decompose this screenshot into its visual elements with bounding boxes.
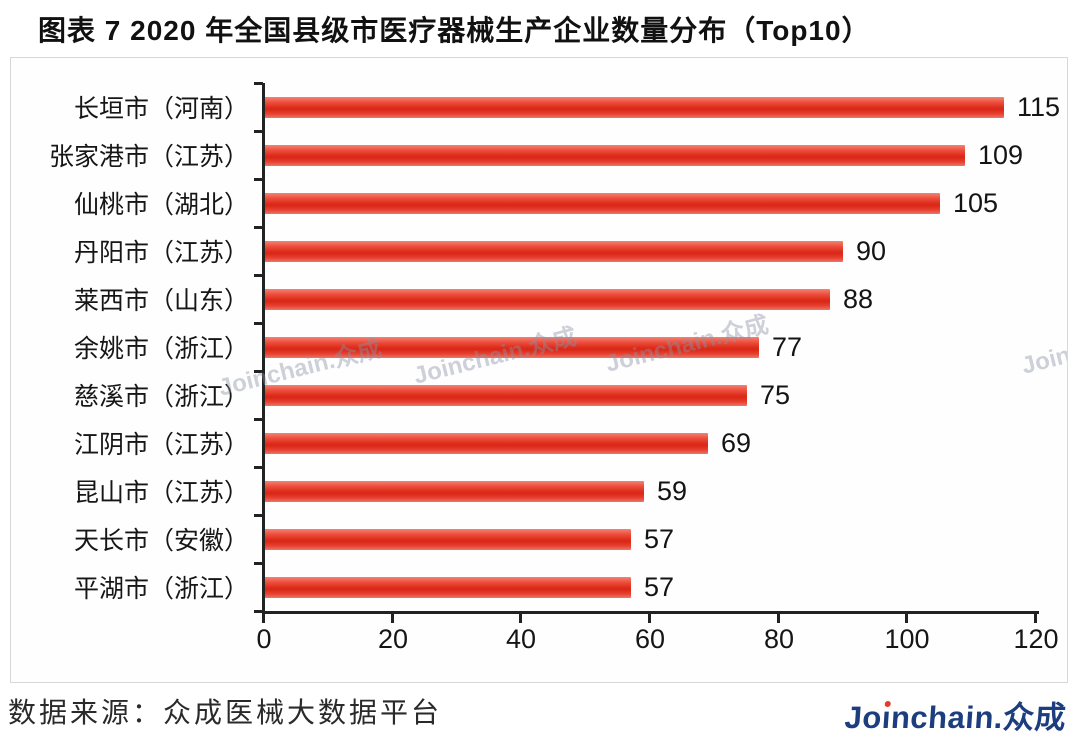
x-tick-label: 20 [377, 624, 409, 654]
y-axis-tick [254, 370, 263, 373]
y-axis-tick [254, 178, 263, 181]
bar-area: 109 [264, 140, 1067, 171]
logo-text-cn: 众成 [1001, 700, 1068, 735]
logo-text-mid: nchain [889, 700, 995, 735]
y-axis-tick [254, 322, 263, 325]
value-label: 88 [843, 283, 874, 314]
bar [264, 288, 830, 310]
x-axis-tick [391, 614, 394, 623]
value-label: 57 [644, 523, 675, 554]
bar [264, 384, 747, 406]
y-axis-tick [254, 274, 263, 277]
bar-area: 57 [264, 524, 1067, 555]
y-axis-tick [254, 514, 263, 517]
bar [264, 480, 644, 502]
x-axis-tick [519, 614, 522, 623]
x-tick-label: 40 [505, 624, 537, 654]
value-label: 115 [1017, 91, 1061, 122]
bar [264, 576, 631, 598]
category-label: 余姚市（浙江） [73, 335, 249, 363]
value-label: 90 [856, 235, 887, 266]
bar [264, 528, 631, 550]
category-label: 张家港市（江苏） [48, 143, 249, 171]
bar-row: 天长市（安徽） 57 [11, 515, 1067, 563]
bar-row: 江阴市（江苏） 69 [11, 419, 1067, 467]
y-axis-tick [254, 466, 263, 469]
bar-area: 115 [264, 92, 1067, 123]
value-label: 57 [644, 571, 675, 602]
bar-area: 59 [264, 476, 1067, 507]
x-tick-label: 120 [1013, 624, 1059, 654]
joinchain-logo: Joınchain.众成 [843, 692, 1067, 736]
bars-container: 长垣市（河南） 115 张家港市（江苏） 109 仙桃市（湖北） 105 丹阳市（江苏） 90… [11, 83, 1067, 611]
source-caption: 数据来源：众成医械大数据平台 [8, 696, 443, 729]
page-title: 图表 7 2020 年全国县级市医疗器械生产企业数量分布（Top10） [38, 15, 871, 46]
value-label: 59 [657, 475, 688, 506]
y-axis-tick [254, 130, 263, 133]
y-axis-line [262, 83, 265, 614]
category-label: 昆山市（江苏） [73, 479, 249, 507]
x-tick-label: 60 [634, 624, 666, 654]
bar-area: 105 [264, 188, 1067, 219]
bar-row: 张家港市（江苏） 109 [11, 131, 1067, 179]
bar-area: 77 [264, 332, 1067, 363]
bar-area: 90 [264, 236, 1067, 267]
category-label: 长垣市（河南） [73, 95, 249, 123]
category-label: 莱西市（山东） [73, 287, 249, 315]
category-label: 慈溪市（浙江） [73, 383, 249, 411]
bar [264, 432, 708, 454]
x-axis-tick [777, 614, 780, 623]
x-axis-tick [905, 614, 908, 623]
chart-frame: 长垣市（河南） 115 张家港市（江苏） 109 仙桃市（湖北） 105 丹阳市（江苏） 90… [10, 57, 1068, 683]
x-axis-line [262, 611, 1039, 614]
x-tick-label: 80 [763, 624, 795, 654]
bar-row: 慈溪市（浙江） 75 [11, 371, 1067, 419]
category-label: 丹阳市（江苏） [73, 239, 249, 267]
bar [264, 144, 965, 166]
x-axis-tick [1034, 614, 1037, 623]
value-label: 69 [721, 427, 752, 458]
value-label: 75 [760, 379, 791, 410]
value-label: 105 [953, 187, 999, 218]
bar-row: 昆山市（江苏） 59 [11, 467, 1067, 515]
category-label: 江阴市（江苏） [73, 431, 249, 459]
x-axis-tick [648, 614, 651, 623]
category-label: 平湖市（浙江） [73, 575, 249, 603]
bar-area: 88 [264, 284, 1067, 315]
x-tick-label: 0 [256, 624, 272, 654]
value-label: 77 [772, 331, 803, 362]
value-label: 109 [978, 139, 1024, 170]
x-tick-label: 100 [884, 624, 930, 654]
y-axis-tick [254, 226, 263, 229]
y-axis-tick [254, 610, 263, 613]
x-axis-tick [262, 614, 265, 623]
bar-row: 仙桃市（湖北） 105 [11, 179, 1067, 227]
bar [264, 96, 1004, 118]
y-axis-tick [254, 82, 263, 85]
bar [264, 336, 759, 358]
bar-row: 余姚市（浙江） 77 [11, 323, 1067, 371]
y-axis-tick [254, 562, 263, 565]
bar-row: 长垣市（河南） 115 [11, 83, 1067, 131]
bar-area: 69 [264, 428, 1067, 459]
bar-area: 57 [264, 572, 1067, 603]
bar-row: 平湖市（浙江） 57 [11, 563, 1067, 611]
category-label: 天长市（安徽） [73, 527, 249, 555]
logo-text-pre: Jo [843, 700, 883, 735]
bar-area: 75 [264, 380, 1067, 411]
category-label: 仙桃市（湖北） [73, 191, 249, 219]
bar [264, 240, 843, 262]
y-axis-tick [254, 418, 263, 421]
bar-row: 丹阳市（江苏） 90 [11, 227, 1067, 275]
bar [264, 192, 940, 214]
bar-row: 莱西市（山东） 88 [11, 275, 1067, 323]
